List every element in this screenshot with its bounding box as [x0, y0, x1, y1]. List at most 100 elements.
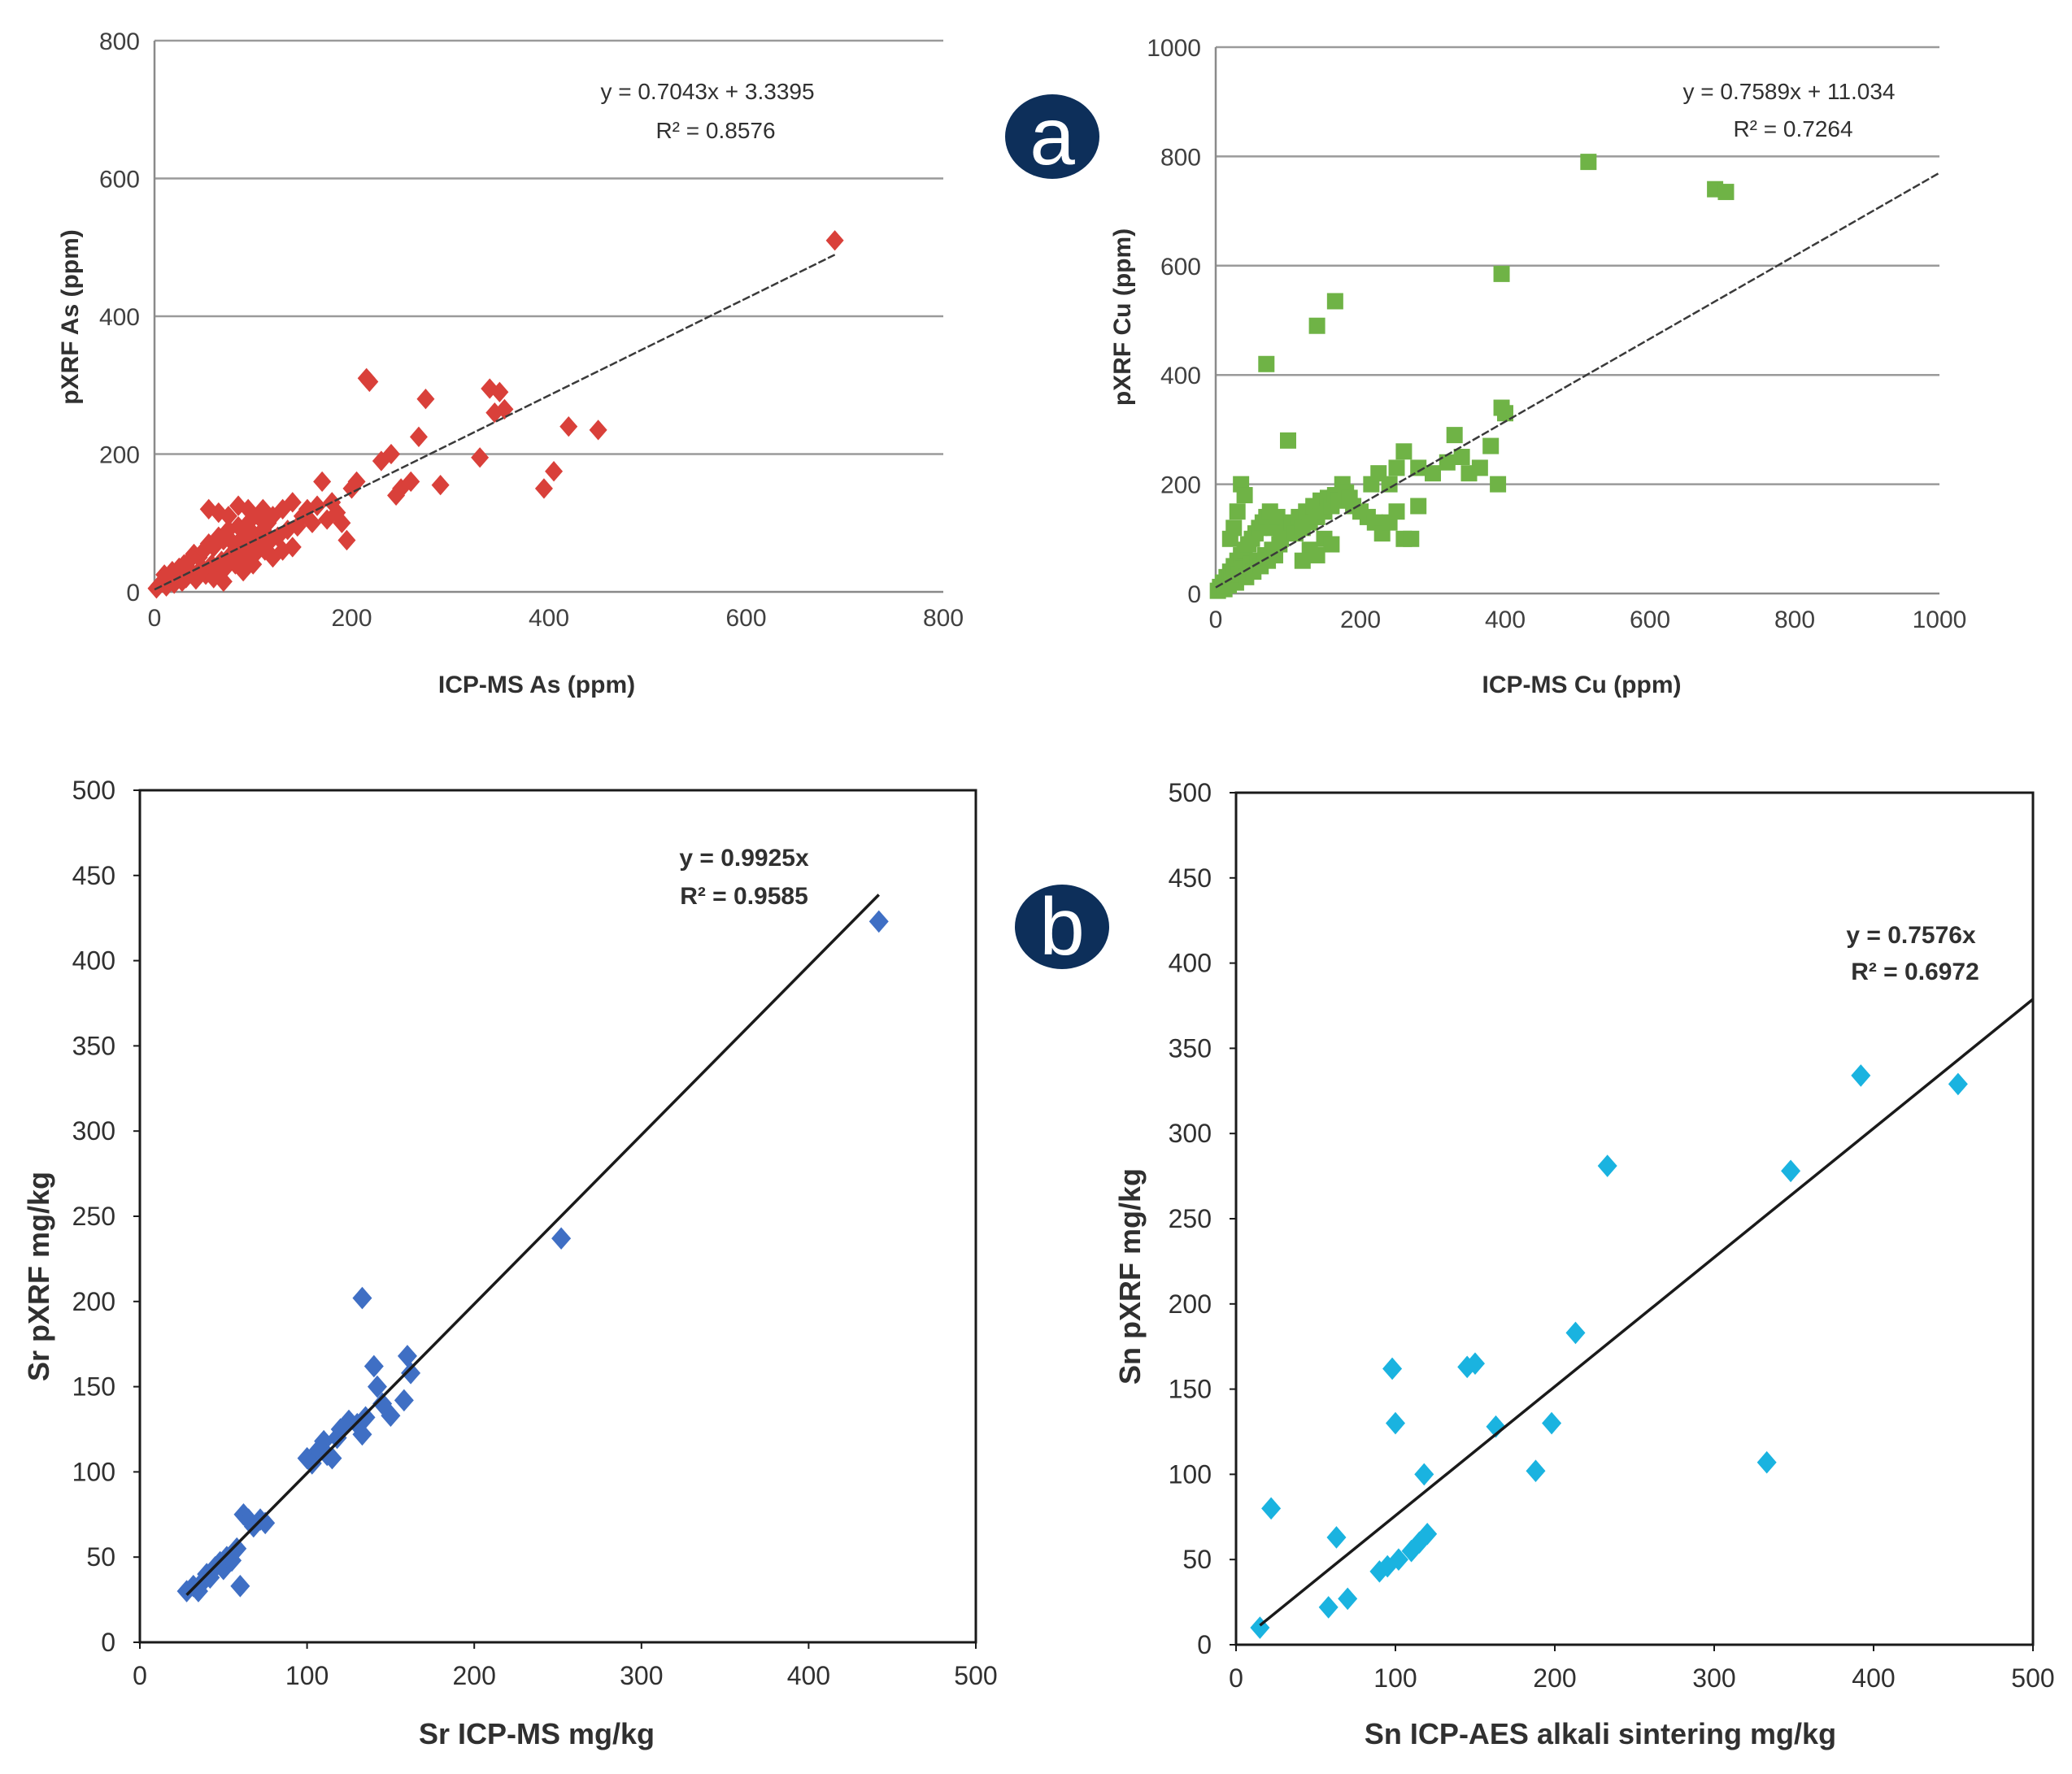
cu-point [1381, 476, 1398, 493]
cu-grid [1216, 46, 1939, 485]
badge-b: b [1015, 881, 1109, 972]
as-grid [155, 39, 943, 455]
sn-equation: y = 0.7576x [1846, 922, 1976, 949]
as-x-axis-title: ICP-MS As (ppm) [438, 672, 635, 698]
cu-point [1410, 459, 1427, 476]
sr-x-tick-label: 500 [954, 1661, 997, 1690]
as-y-tick-label: 0 [126, 580, 140, 607]
sr-y-tick-label: 250 [72, 1202, 115, 1231]
as-point [402, 471, 420, 493]
sn-y-tick-label: 200 [1169, 1289, 1212, 1319]
sr-y-tick-label: 350 [72, 1031, 115, 1060]
cu-point [1446, 427, 1463, 444]
cu-x-tick-label: 200 [1340, 607, 1381, 633]
cu-point [1403, 530, 1420, 547]
cu-y-tick-label: 600 [1160, 254, 1201, 280]
cu-point [1294, 552, 1311, 569]
cu-chart: 0 200 400 600 800 1000 0 200 400 600 800 1000 y = 0… [1109, 35, 1966, 698]
sn-point [1382, 1357, 1403, 1381]
sr-y-tick-label: 200 [72, 1287, 115, 1316]
sr-r2: R² = 0.9585 [680, 883, 808, 910]
sn-point [1414, 1463, 1434, 1486]
sn-y-tick-label: 250 [1169, 1204, 1212, 1233]
sr-point [230, 1575, 250, 1598]
cu-trendline [1215, 172, 1940, 589]
sn-y-tick-label: 500 [1169, 778, 1212, 807]
sn-point [1386, 1411, 1405, 1435]
sn-point [1261, 1497, 1282, 1520]
as-r2: R² = 0.8576 [655, 118, 775, 143]
sr-y-tick-label: 400 [72, 946, 115, 976]
cu-x-tick-label: 800 [1774, 607, 1815, 633]
sn-point [1948, 1072, 1968, 1096]
sn-point [1388, 1548, 1408, 1571]
sn-x-tick-label: 500 [2011, 1663, 2054, 1693]
sn-point [1851, 1064, 1871, 1087]
sr-y-tick-label: 150 [72, 1372, 115, 1402]
cu-point [1410, 498, 1427, 515]
sr-x-tick-label: 400 [787, 1661, 830, 1690]
badge-a-circle [1005, 94, 1099, 179]
as-y-tick-label: 400 [99, 304, 140, 331]
sr-point [352, 1423, 372, 1446]
cu-equation: y = 0.7589x + 11.034 [1682, 79, 1895, 104]
as-point [409, 426, 428, 447]
sn-point [1597, 1154, 1617, 1177]
sr-y-tick-label: 300 [72, 1116, 115, 1146]
sn-y-tick-label: 50 [1182, 1545, 1212, 1574]
sn-x-tick-label: 0 [1229, 1663, 1243, 1693]
sr-tick-labels: 0 100 200 300 400 500 0 50 100 150 200 250 300 350 400… [72, 776, 998, 1690]
sn-point [1326, 1526, 1347, 1549]
as-axes [153, 41, 943, 594]
sr-point [868, 910, 889, 933]
cu-point [1388, 503, 1405, 520]
cu-point [1308, 546, 1325, 563]
as-x-tick-label: 400 [529, 605, 569, 632]
cu-point [1439, 454, 1456, 471]
sr-y-axis-title: Sr pXRF mg/kg [22, 1172, 55, 1381]
badge-a: a [1005, 91, 1099, 182]
sn-y-tick-label: 450 [1169, 863, 1212, 893]
cu-point [1395, 443, 1413, 460]
sr-x-tick-label: 200 [453, 1661, 496, 1690]
sn-point [1756, 1450, 1777, 1474]
cu-point [1580, 154, 1597, 171]
sn-x-tick-label: 400 [1852, 1663, 1895, 1693]
as-point [360, 371, 379, 393]
sr-y-tick-label: 50 [86, 1542, 115, 1572]
sn-point [1417, 1522, 1438, 1546]
as-points [147, 230, 844, 599]
as-point [825, 230, 844, 251]
sn-axes [1230, 791, 2035, 1651]
cu-tick-labels: 0 200 400 600 800 1000 0 200 400 600 800 1000 [1147, 35, 1966, 633]
sr-point [227, 1537, 247, 1560]
as-x-tick-label: 800 [923, 605, 964, 632]
sn-y-tick-label: 350 [1169, 1033, 1212, 1063]
cu-y-tick-label: 0 [1187, 581, 1201, 608]
sr-point [397, 1345, 417, 1367]
as-point [534, 478, 553, 499]
cu-axes [1214, 47, 1939, 595]
as-point [219, 506, 237, 527]
cu-x-tick-label: 0 [1209, 607, 1223, 633]
cu-y-tick-label: 200 [1160, 472, 1201, 499]
cu-point [1308, 317, 1325, 334]
sn-y-tick-label: 300 [1169, 1119, 1212, 1148]
sn-point [1565, 1321, 1586, 1345]
as-point [254, 498, 272, 520]
as-point [416, 389, 435, 410]
sr-point [255, 1511, 276, 1535]
sr-point [352, 1286, 372, 1310]
sn-y-axis-title: Sn pXRF mg/kg [1113, 1168, 1147, 1385]
cu-x-tick-label: 600 [1630, 607, 1670, 633]
as-x-tick-label: 600 [725, 605, 766, 632]
as-point [545, 461, 564, 482]
cu-y-tick-label: 400 [1160, 363, 1201, 389]
as-point [471, 447, 490, 468]
sn-y-tick-label: 0 [1197, 1630, 1212, 1659]
sn-x-tick-label: 300 [1692, 1663, 1735, 1693]
as-point [313, 471, 332, 493]
cu-point [1326, 293, 1343, 310]
sn-x-tick-label: 200 [1533, 1663, 1576, 1693]
as-tick-labels: 0 200 400 600 800 0 200 400 600 800 [99, 28, 964, 632]
